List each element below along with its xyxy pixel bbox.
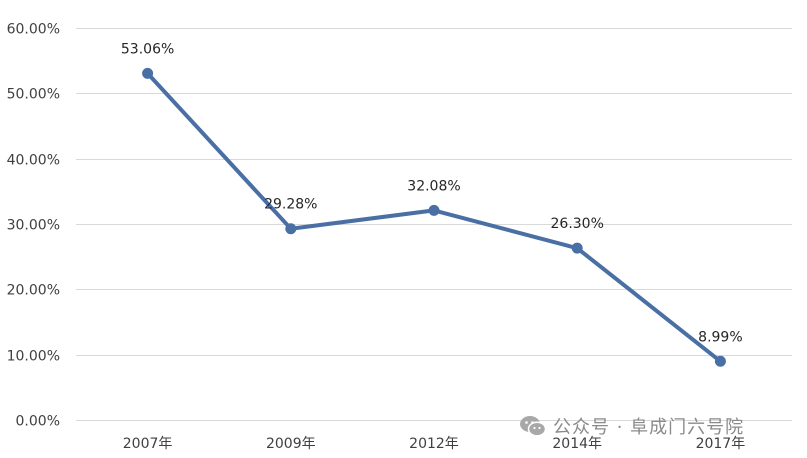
data-point — [285, 223, 297, 235]
data-point — [428, 204, 440, 216]
y-tick-label: 30.00% — [7, 218, 60, 234]
x-tick-label: 2009年 — [266, 436, 316, 452]
y-tick-label: 10.00% — [7, 349, 60, 365]
data-label: 26.30% — [551, 216, 604, 232]
data-label: 53.06% — [121, 41, 174, 57]
y-tick-label: 40.00% — [7, 153, 60, 169]
y-tick-label: 20.00% — [7, 283, 60, 299]
gridlines — [76, 28, 792, 421]
data-label: 32.08% — [407, 178, 460, 194]
series-layer — [142, 67, 726, 367]
x-tick-label: 2012年 — [409, 436, 459, 452]
x-tick-label: 2017年 — [696, 436, 746, 452]
y-axis-tick-labels: 0.00% 10.00% 20.00% 30.00% 40.00% 50.00% 60.00… — [7, 22, 60, 430]
y-tick-label: 0.00% — [16, 414, 60, 430]
data-point — [142, 67, 154, 79]
data-labels: 53.06% 29.28% 32.08% 26.30% 8.99% — [121, 41, 743, 345]
data-label: 8.99% — [698, 329, 742, 345]
data-label: 29.28% — [264, 197, 317, 213]
data-point — [571, 242, 583, 254]
series-line — [145, 71, 723, 364]
y-tick-label: 50.00% — [7, 87, 60, 103]
x-tick-label: 2007年 — [123, 436, 173, 452]
data-point — [714, 355, 726, 367]
y-tick-label: 60.00% — [7, 22, 60, 38]
x-tick-label: 2014年 — [552, 436, 602, 452]
x-axis-tick-labels: 2007年 2009年 2012年 2014年 2017年 — [123, 436, 745, 452]
